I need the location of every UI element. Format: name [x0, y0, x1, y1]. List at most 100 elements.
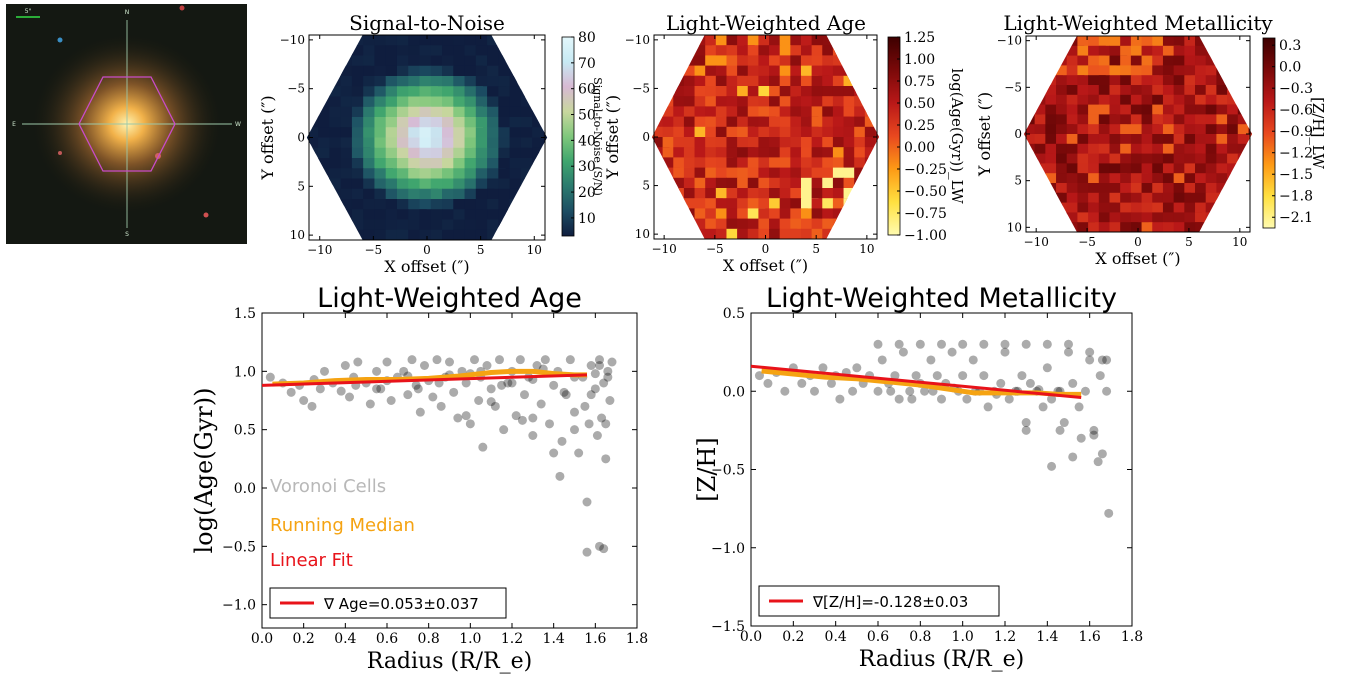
ifu-hexagon	[78, 76, 176, 172]
map-cell	[363, 188, 382, 200]
map-cell	[340, 86, 353, 97]
map-cell	[811, 106, 823, 118]
scatter-point	[299, 396, 309, 405]
map-cell	[374, 178, 387, 190]
map-cell	[737, 65, 749, 83]
annotation-label: Running Median	[270, 515, 415, 536]
y-axis-label: Y offset (″)	[258, 95, 277, 180]
map-cell	[811, 167, 823, 185]
map-cell	[854, 96, 872, 107]
map-cell	[1237, 94, 1249, 106]
scatter-point	[1055, 425, 1065, 435]
map-cell	[694, 116, 713, 128]
map-cell	[374, 127, 387, 138]
map-cell	[1237, 45, 1249, 62]
scatter-point	[601, 419, 611, 429]
scatter-point	[590, 369, 600, 379]
map-cell	[843, 106, 855, 118]
map-cell	[1152, 65, 1164, 76]
map-cell	[1216, 222, 1228, 232]
y-tick-label: 5	[297, 179, 305, 193]
y-axis-label: Y offset (″)	[603, 95, 622, 180]
map-cell	[705, 45, 717, 63]
scatter-point	[1097, 355, 1107, 365]
map-cell	[694, 157, 706, 169]
map-cell	[822, 218, 840, 230]
map-cell	[769, 228, 781, 239]
map-cell	[1109, 85, 1121, 96]
map-cell	[1141, 143, 1153, 155]
scatter-point	[1074, 402, 1084, 412]
thumbnail-star	[203, 212, 209, 218]
map-cell	[363, 117, 375, 134]
map-cell	[715, 65, 727, 77]
map-cell	[430, 168, 450, 179]
map-cell	[822, 228, 840, 239]
map-cell	[1034, 75, 1046, 92]
map-cell	[1120, 94, 1132, 106]
scatter-point	[1000, 339, 1010, 349]
scatter-point	[1095, 371, 1105, 381]
x-tick-label: 1.6	[1079, 629, 1101, 645]
map-cell	[651, 177, 670, 195]
map-cell	[396, 219, 409, 237]
map-cell	[662, 157, 674, 169]
map-cell	[683, 116, 696, 134]
map-cell	[715, 116, 727, 128]
map-cell	[694, 198, 706, 216]
map-cell	[769, 126, 781, 138]
x-tick-label: 5	[1185, 235, 1193, 249]
scatter-point	[561, 390, 571, 400]
map-cell	[498, 35, 511, 46]
map-cell	[1034, 114, 1046, 131]
map-cell	[715, 45, 734, 56]
map-cell	[453, 106, 466, 118]
map-cell	[1120, 192, 1132, 204]
scatter-point	[478, 442, 488, 452]
scatter-point	[499, 425, 509, 435]
map-cell	[1056, 85, 1068, 96]
map-cell	[737, 86, 749, 97]
map-cell	[1130, 75, 1143, 86]
map-cell	[498, 127, 511, 145]
map-cell	[385, 209, 398, 220]
map-cell	[442, 106, 454, 118]
scatter-point	[1068, 378, 1078, 388]
map-cell	[747, 208, 766, 220]
map-cell	[1173, 94, 1185, 106]
y-tick-label: −1.0	[222, 598, 256, 614]
scatter-point	[580, 401, 590, 411]
map-cell	[747, 75, 759, 87]
map-cell	[832, 45, 845, 56]
map-cell	[1237, 202, 1249, 213]
map-cell	[329, 55, 342, 73]
map-cell	[475, 45, 488, 63]
map-cell	[715, 106, 734, 118]
map-cell	[705, 35, 723, 46]
map-cell	[1077, 143, 1089, 160]
scatter-point	[595, 361, 604, 370]
scatter-point	[996, 378, 1006, 388]
map-cell	[453, 45, 466, 63]
map-cell	[329, 76, 342, 87]
map-cell	[1152, 153, 1164, 170]
map-cell	[1141, 104, 1153, 115]
map-cell	[430, 96, 443, 108]
map-cell	[1141, 114, 1160, 125]
map-cell	[419, 199, 439, 210]
map-cell	[1237, 134, 1253, 145]
map-cell	[790, 75, 802, 93]
map-cell	[737, 188, 749, 199]
map-cell	[1216, 134, 1228, 145]
map-cell	[498, 188, 511, 200]
y-axis-label: Y offset (″)	[975, 92, 994, 177]
map-cell	[1162, 94, 1175, 106]
map-cell	[1162, 85, 1175, 96]
map-cell	[419, 137, 439, 149]
map-cell	[694, 167, 706, 179]
x-tick-label: −10	[1024, 235, 1049, 249]
map-cell	[1141, 153, 1153, 164]
map-cell	[790, 35, 802, 46]
map-cell	[779, 167, 791, 185]
map-cell	[811, 228, 823, 239]
